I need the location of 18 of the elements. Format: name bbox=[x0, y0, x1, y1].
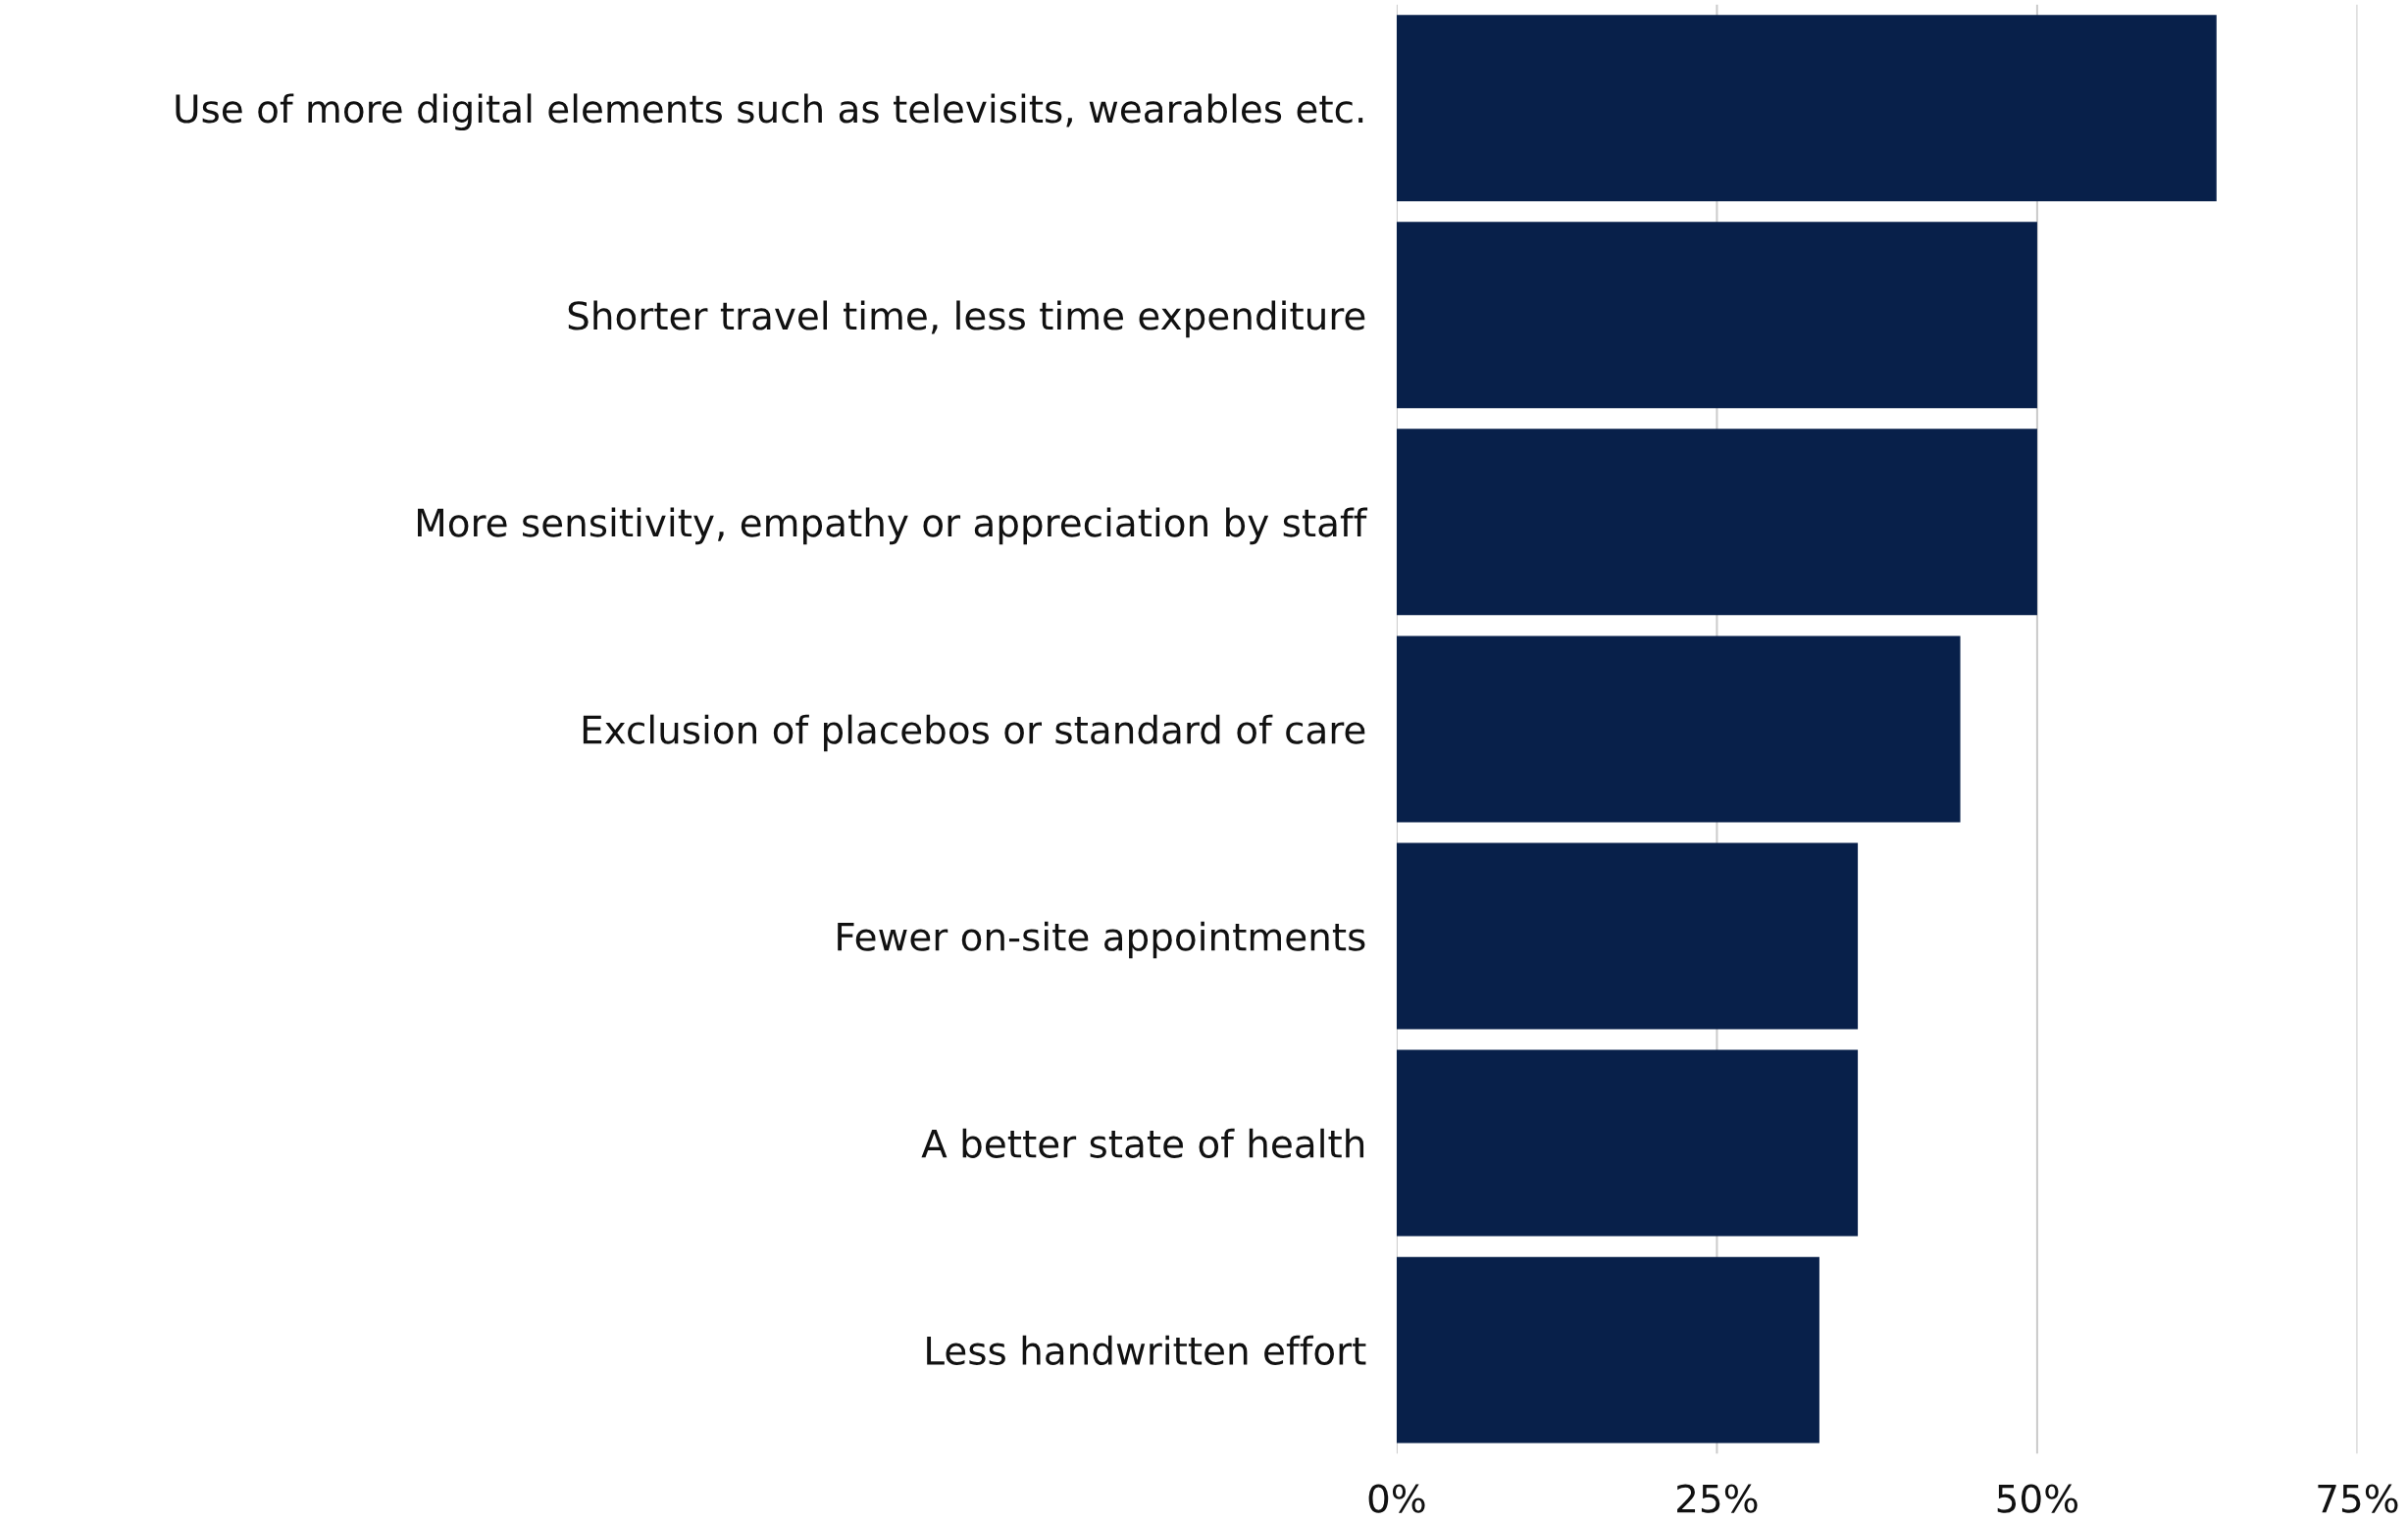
bar bbox=[1396, 1049, 1859, 1237]
x-tick-label: 50% bbox=[1997, 1484, 2077, 1513]
y-tick-label: Less handwritten effort bbox=[927, 1335, 1366, 1365]
y-tick-label: Use of more digital elements such as televisits, wearables etc. bbox=[176, 93, 1363, 131]
x-tick-label: 75% bbox=[2318, 1484, 2398, 1513]
bar bbox=[1396, 842, 1859, 1030]
y-tick-label: Fewer on-site appointments bbox=[838, 921, 1365, 959]
bar bbox=[1396, 635, 1961, 823]
bar bbox=[1396, 1256, 1819, 1444]
y-tick-label: A better state of health bbox=[921, 1128, 1364, 1158]
x-tick-label: 0% bbox=[1368, 1484, 1425, 1513]
x-tick-label: 25% bbox=[1677, 1484, 1758, 1513]
bar bbox=[1396, 429, 2037, 616]
y-tick-label: Exclusion of placebos or standard of care bbox=[583, 714, 1365, 752]
y-tick-label: More sensitivity, empathy or appreciation by staff bbox=[418, 507, 1368, 545]
y-tick-label: Shorter travel time, less time expenditure bbox=[568, 300, 1365, 338]
bar bbox=[1396, 15, 2217, 202]
bar bbox=[1396, 222, 2037, 409]
